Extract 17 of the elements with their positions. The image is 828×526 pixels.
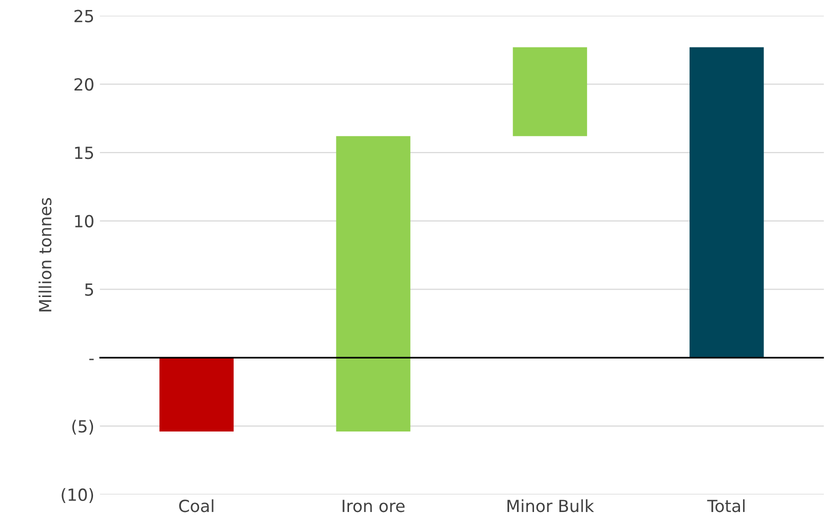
y-tick-label: (5) (72, 420, 94, 435)
bar (159, 358, 234, 432)
bar (512, 47, 588, 136)
y-axis-title: Million tonnes (38, 198, 52, 312)
y-tick-label: 15 (75, 146, 94, 160)
y-tick-label: (10) (62, 488, 94, 503)
bar (336, 136, 410, 432)
x-tick-label: Total (707, 499, 745, 512)
x-tick-label: Minor Bulk (508, 499, 594, 512)
y-tick-label: 5 (85, 283, 94, 296)
x-tick-label: Coal (179, 499, 214, 512)
y-tick-label: 20 (74, 78, 94, 91)
y-tick-label: 10 (75, 214, 94, 228)
x-tick-label: Iron ore (342, 500, 405, 512)
y-tick-label: - (89, 358, 94, 360)
bar (690, 47, 764, 358)
y-tick-label: 25 (74, 10, 94, 22)
